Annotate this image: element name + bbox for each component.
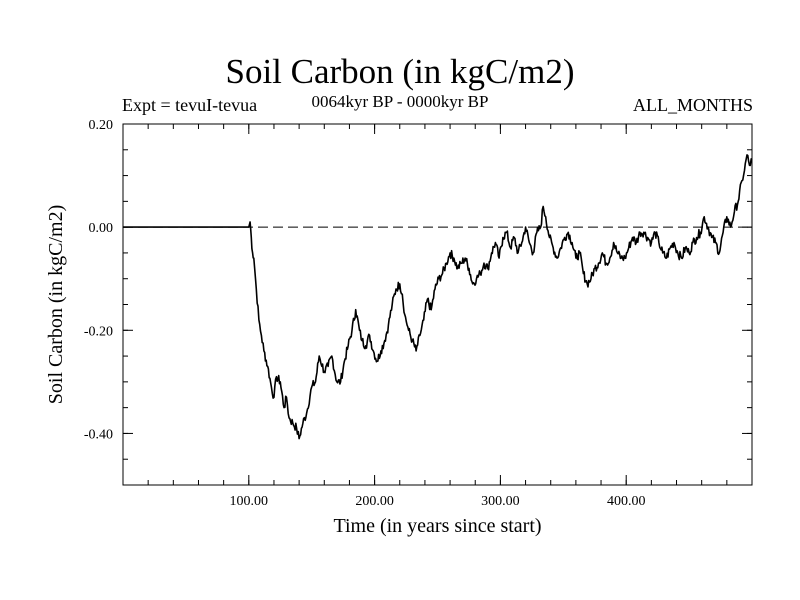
x-axis-label: Time (in years since start) [333, 515, 541, 537]
chart-title: Soil Carbon (in kgC/m2) [225, 52, 575, 91]
y-tick-label: 0.20 [89, 118, 114, 133]
major-ticks [123, 123, 752, 485]
x-tick-label: 300.00 [481, 494, 520, 509]
x-tick-label: 200.00 [355, 494, 394, 509]
x-tick-label: 100.00 [230, 494, 269, 509]
y-tick-label: -0.40 [84, 427, 113, 442]
series-line [123, 154, 753, 440]
y-tick-label: -0.20 [84, 324, 113, 339]
plot-frame [122, 123, 753, 486]
months-label: ALL_MONTHS [633, 95, 753, 115]
experiment-label: Expt = tevuI-tevua [122, 95, 258, 115]
y-tick-label: 0.00 [89, 221, 114, 236]
x-tick-label: 400.00 [607, 494, 646, 509]
minor-ticks [123, 124, 752, 485]
tick-labels: 100.00 200.00 300.00 400.00 0.20 0.00 -0.20 -0.… [84, 118, 646, 509]
period-label: 0064kyr BP - 0000kyr BP [311, 92, 489, 111]
y-axis-label: Soil Carbon (in kgC/m2) [45, 205, 67, 404]
